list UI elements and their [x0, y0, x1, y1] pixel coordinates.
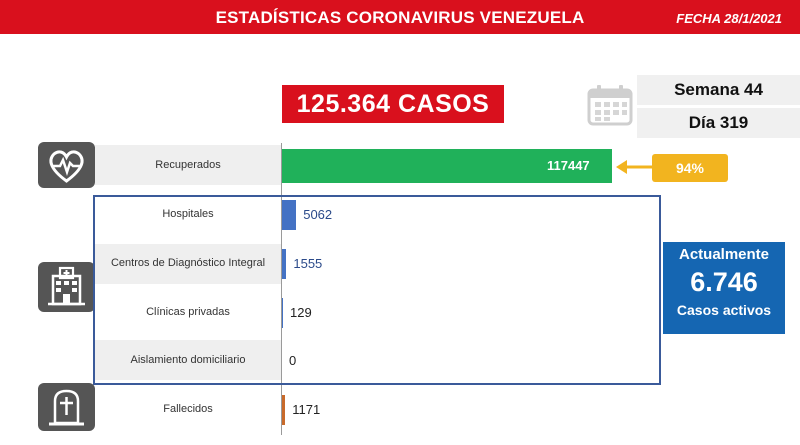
bar-clinicas [282, 298, 283, 328]
value-label-cdi: 1555 [293, 256, 323, 271]
recovered-icon-tile [38, 142, 95, 188]
category-label-hospitales: Hospitales [162, 208, 214, 220]
day-label: Día 319 [637, 108, 800, 138]
value-label-clinicas: 129 [290, 305, 312, 320]
category-label-cdi: Centros de Diagnóstico Integral [110, 257, 266, 269]
recovered-percent-badge: 94% [652, 154, 728, 182]
row-background-aislamiento [95, 340, 281, 380]
bar-cdi [282, 249, 287, 279]
bar-fallecidos [282, 395, 286, 425]
category-label-recuperados: Recuperados [155, 159, 221, 171]
row-background-cdi [95, 244, 281, 284]
hospitalized-group-box [93, 195, 661, 385]
active-cases-panel: Actualmente 6.746 Casos activos [663, 242, 785, 334]
heart-pulse-icon [49, 150, 84, 183]
total-cases-badge: 125.364 CASOS [282, 85, 504, 123]
report-date: FECHA 28/1/2021 [676, 11, 782, 26]
active-cases-title: Actualmente [678, 246, 770, 263]
hospital-icon [48, 266, 85, 306]
bar-hospitales [282, 200, 297, 230]
category-label-fallecidos: Fallecidos [163, 403, 213, 415]
value-label-recuperados: 117447 [547, 158, 590, 173]
calendar-icon [587, 85, 633, 126]
arrow-left-icon [616, 160, 656, 174]
active-cases-subtitle: Casos activos [676, 302, 772, 318]
page-title: ESTADÍSTICAS CORONAVIRUS VENEZUELA [215, 8, 585, 27]
active-cases-value: 6.746 [690, 267, 758, 297]
deceased-icon-tile [38, 383, 95, 431]
value-label-aislamiento: 0 [289, 353, 297, 368]
category-axis [281, 143, 282, 435]
bar-recuperados [282, 149, 612, 183]
tombstone-icon [49, 389, 84, 426]
value-label-hospitales: 5062 [303, 207, 333, 222]
value-label-fallecidos: 1171 [292, 402, 321, 417]
row-background-recuperados [95, 145, 281, 185]
category-label-aislamiento: Aislamiento domiciliario [130, 354, 246, 366]
hospital-icon-tile [38, 262, 95, 312]
category-label-clinicas: Clínicas privadas [146, 306, 230, 318]
header-bar [0, 0, 800, 34]
week-label: Semana 44 [637, 75, 800, 105]
